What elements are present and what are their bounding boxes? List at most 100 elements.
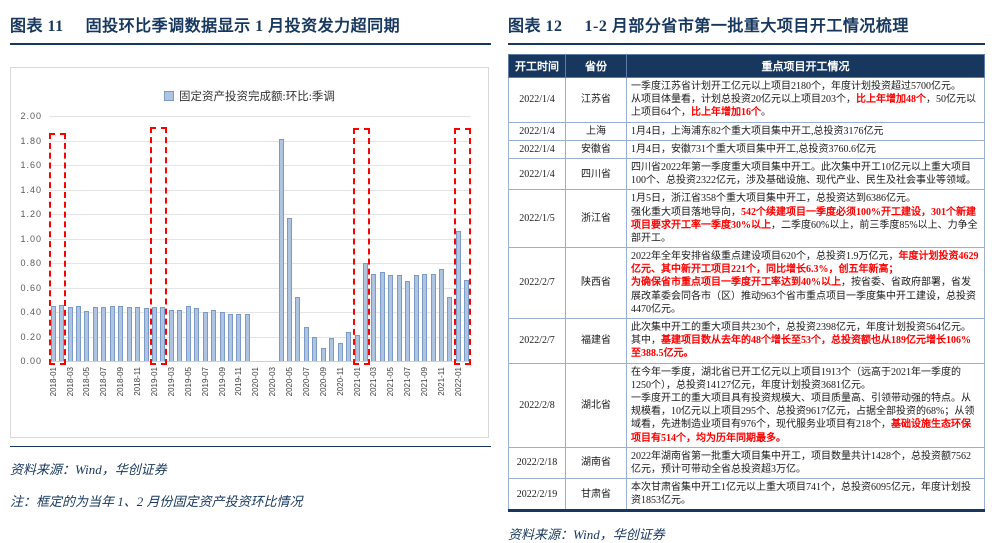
y-axis-tick-label: 0.40 (20, 307, 42, 317)
y-axis-tick-label: 0.60 (20, 282, 42, 293)
y-gridline (49, 361, 471, 362)
y-gridline (49, 165, 471, 166)
bar-2021-09 (422, 274, 428, 361)
y-axis-tick-label: 2.00 (20, 111, 42, 121)
y-gridline (49, 189, 471, 191)
col-header-detail: 重点项目开工情况 (626, 54, 985, 78)
cell-project-detail: 在今年一季度，湖北省已开工亿元以上项目1913个（远高于2021年一季度的125… (626, 362, 985, 448)
figure12-source: 资料来源：Wind，华创证券 (508, 527, 665, 543)
table-header-row: 开工时间 省份 重点项目开工情况 (508, 54, 985, 78)
bar-2021-06 (396, 275, 402, 361)
highlighted-text: 比上年增加16个 (691, 107, 761, 119)
y-gridline (49, 287, 471, 289)
bar-2018-04 (76, 305, 82, 361)
cell-province: 安徽省 (565, 139, 627, 159)
y-axis-tick-label: 1.60 (20, 160, 42, 170)
y-gridline (49, 336, 471, 338)
detail-text: 1月5日，浙江省358个重大项目集中开工，总投资达到6386亿元。 强化重大项目… (631, 193, 916, 218)
legend-series-label: 固定资产投资完成额:环比:季调 (179, 91, 335, 103)
table-row: 2022/1/4 江苏省 一季度江苏省计划开工亿元以上项目2180个，年度计划投资超… (508, 77, 985, 123)
detail-text: 此次集中开工的重大项目共230个，总投资2398亿元，年度计划投资564亿元。其… (631, 322, 971, 347)
bar-2021-07 (405, 281, 411, 361)
table-row: 2022/2/18 湖南省 2022年湖南省第一批重大项目集中开工，项目数量共计14… (508, 446, 985, 480)
cell-start-date: 2022/2/7 (508, 247, 566, 319)
bar-2020-05 (287, 217, 293, 361)
x-axis-tick-label: 2020-09 (318, 367, 328, 397)
cell-province: 湖北省 (565, 362, 627, 448)
table-row: 2022/2/8 湖北省 在今年一季度，湖北省已开工亿元以上项目1913个（远高于2… (508, 362, 985, 448)
cell-project-detail: 2022年湖南省第一批重大项目集中开工，项目数量共计1428个，总投资额7562… (626, 446, 985, 480)
cell-start-date: 2022/1/4 (508, 157, 566, 191)
detail-text: 四川省2022年第一季度重大项目集中开工。此次集中开工10亿元以上重大项目100… (631, 161, 976, 187)
detail-text: 1月4日，上海浦东82个重大项目集中开工,总投资3176亿元 (631, 125, 884, 137)
bar-2019-11 (236, 314, 242, 361)
figure11-title-text: 固投环比季调数据显示 1 月投资发力超同期 (85, 18, 401, 35)
y-axis-tick-label: 1.80 (20, 135, 42, 146)
cell-project-detail: 1月4日，安徽731个重大项目集中开工,总投资3760.6亿元 (626, 139, 985, 159)
bar-2018-06 (92, 307, 98, 361)
detail-text: 一季度江苏省计划开工亿元以上项目2180个，年度计划投资超过5700亿元。 从项… (631, 81, 961, 106)
y-gridline (49, 263, 471, 264)
bar-2021-08 (413, 275, 419, 361)
highlighted-text: 542个续建项目一季度必须100%开工建设，301个新建项目要求开工率一季度30… (631, 206, 976, 231)
table-row: 2022/1/4 上海 1月4日，上海浦东82个重大项目集中开工,总投资3176亿元 (508, 121, 985, 141)
table-row: 2022/1/5 浙江省 1月5日，浙江省358个重大项目集中开工，总投资达到638… (508, 189, 985, 249)
cell-project-detail: 四川省2022年第一季度重大项目集中开工。此次集中开工10亿元以上重大项目100… (626, 157, 985, 191)
bar-2019-09 (219, 312, 225, 361)
cell-project-detail: 一季度江苏省计划开工亿元以上项目2180个，年度计划投资超过5700亿元。 从项… (626, 77, 985, 123)
x-axis-tick-label: 2019-07 (200, 367, 210, 397)
highlighted-text: 比上年增加48个 (856, 94, 926, 106)
x-axis-tick-label: 2019-09 (217, 367, 227, 397)
bar-2021-11 (438, 269, 444, 361)
x-axis-tick-label: 2019-05 (183, 367, 193, 397)
detail-text: 2022年湖南省第一批重大项目集中开工，项目数量共计1428个，总投资额7562… (631, 450, 971, 475)
detail-text: 。 (761, 107, 771, 119)
detail-text: 本次甘肃省集中开工1亿元以上重大项目741个，总投资6095亿元，年度计划投资1… (631, 482, 971, 507)
x-axis-tick-label: 2020-05 (285, 367, 295, 397)
x-axis-tick-label: 2018-05 (82, 367, 92, 397)
cell-start-date: 2022/2/18 (508, 446, 566, 480)
bar-2018-09 (118, 305, 124, 361)
x-axis-tick-label: 2018-11 (133, 367, 143, 396)
highlighted-text: 年度计划投资4629亿元、其中新开工项目221个，同比增长6.3%，创五年新高；… (631, 251, 979, 289)
cell-start-date: 2022/2/19 (508, 478, 566, 512)
bar-2020-04 (278, 139, 284, 361)
bar-2020-08 (312, 336, 318, 361)
figure11-title: 图表 11 固投环比季调数据显示 1 月投资发力超同期 (10, 12, 491, 45)
bar-2019-06 (194, 308, 200, 361)
cell-province: 上海 (565, 121, 627, 141)
y-gridline (49, 214, 471, 215)
x-axis-tick-label: 2019-11 (234, 367, 244, 396)
cell-project-detail: 1月5日，浙江省358个重大项目集中开工，总投资达到6386亿元。 强化重大项目… (626, 189, 985, 249)
bar-2019-08 (211, 309, 217, 361)
y-gridline (49, 238, 471, 240)
cell-start-date: 2022/1/5 (508, 189, 566, 249)
y-axis-tick-label: 0.00 (20, 356, 42, 366)
bar-2020-10 (329, 337, 335, 361)
cell-start-date: 2022/2/8 (508, 362, 566, 448)
x-axis-tick-label: 2021-07 (403, 367, 413, 397)
col-header-start-date: 开工时间 (508, 54, 566, 78)
x-axis-tick-label: 2018-01 (48, 367, 58, 397)
cell-project-detail: 2022年全年安排省级重点建设项目620个，总投资1.9万亿元，年度计划投资46… (626, 247, 985, 319)
cell-project-detail: 1月4日，上海浦东82个重大项目集中开工,总投资3176亿元 (626, 121, 985, 141)
table-row: 2022/1/4 安徽省 1月4日，安徽731个重大项目集中开工,总投资3760.6… (508, 139, 985, 159)
chart-legend: 固定资产投资完成额:环比:季调 (11, 88, 488, 104)
y-axis-tick-label: 1.00 (20, 233, 42, 244)
figure12-label: 图表 12 (508, 18, 563, 35)
figure11-source: 资料来源：Wind，华创证券 (10, 462, 167, 477)
y-axis-tick-label: 0.80 (20, 258, 42, 268)
figure11-note: 注：框定的为当年 1、2 月份固定资产投资环比情况 (10, 494, 303, 509)
bar-2019-07 (202, 312, 208, 361)
detail-text: 1月4日，安徽731个重大项目集中开工,总投资3760.6亿元 (631, 143, 876, 155)
bar-2018-07 (101, 307, 107, 361)
cell-project-detail: 此次集中开工的重大项目共230个，总投资2398亿元，年度计划投资564亿元。其… (626, 318, 985, 364)
bar-2019-04 (177, 309, 183, 361)
bar-2020-07 (303, 326, 309, 361)
x-axis-tick-label: 2021-09 (420, 367, 430, 397)
cell-province: 福建省 (565, 318, 627, 364)
x-axis-tick-label: 2019-01 (150, 367, 159, 397)
detail-text: ，50亿元以上项目64个， (631, 94, 976, 119)
table-row: 2022/1/4 四川省 四川省2022年第一季度重大项目集中开工。此次集中开工10… (508, 157, 985, 191)
bar-2021-12 (447, 297, 453, 361)
